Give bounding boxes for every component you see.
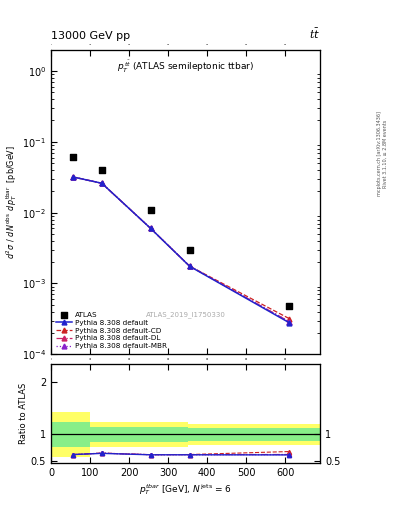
Pythia 8.308 default-MBR bbox=[187, 263, 192, 269]
Pythia 8.308 default-DL bbox=[148, 225, 153, 231]
Pythia 8.308 default bbox=[187, 263, 192, 269]
Text: 13000 GeV pp: 13000 GeV pp bbox=[51, 31, 130, 40]
Text: ATLAS_2019_I1750330: ATLAS_2019_I1750330 bbox=[146, 311, 226, 318]
Pythia 8.308 default-CD bbox=[70, 174, 75, 180]
ATLAS bbox=[70, 153, 76, 161]
Pythia 8.308 default-MBR bbox=[70, 174, 75, 180]
ATLAS bbox=[99, 166, 105, 174]
ATLAS bbox=[147, 206, 154, 214]
Pythia 8.308 default-CD bbox=[187, 263, 192, 269]
Pythia 8.308 default bbox=[99, 180, 104, 186]
Text: $p_T^{\,t\bar{t}}$ (ATLAS semileptonic ttbar): $p_T^{\,t\bar{t}}$ (ATLAS semileptonic t… bbox=[117, 59, 254, 75]
Pythia 8.308 default-CD bbox=[287, 315, 292, 322]
Line: Pythia 8.308 default-CD: Pythia 8.308 default-CD bbox=[70, 175, 292, 321]
ATLAS bbox=[286, 302, 292, 310]
Text: mcplots.cern.ch [arXiv:1306.3436]: mcplots.cern.ch [arXiv:1306.3436] bbox=[377, 111, 382, 196]
Pythia 8.308 default-DL bbox=[70, 174, 75, 180]
Text: Rivet 3.1.10, ≥ 2.8M events: Rivet 3.1.10, ≥ 2.8M events bbox=[383, 119, 387, 188]
Pythia 8.308 default-DL bbox=[187, 263, 192, 269]
Pythia 8.308 default-MBR bbox=[148, 225, 153, 231]
Text: t$\bar{t}$: t$\bar{t}$ bbox=[309, 26, 320, 40]
Line: Pythia 8.308 default-MBR: Pythia 8.308 default-MBR bbox=[70, 175, 292, 324]
Pythia 8.308 default-DL bbox=[99, 180, 104, 186]
ATLAS bbox=[186, 246, 193, 254]
Legend: ATLAS, Pythia 8.308 default, Pythia 8.308 default-CD, Pythia 8.308 default-DL, P: ATLAS, Pythia 8.308 default, Pythia 8.30… bbox=[55, 310, 168, 351]
X-axis label: $p^{\mathit{tbar}{}}_T$ [GeV], $N^{\mathrm{jets}}$ = 6: $p^{\mathit{tbar}{}}_T$ [GeV], $N^{\math… bbox=[139, 482, 232, 497]
Pythia 8.308 default bbox=[148, 225, 153, 231]
Pythia 8.308 default-CD bbox=[148, 225, 153, 231]
Pythia 8.308 default-MBR bbox=[99, 180, 104, 186]
Line: Pythia 8.308 default-DL: Pythia 8.308 default-DL bbox=[70, 175, 292, 324]
Pythia 8.308 default bbox=[287, 319, 292, 326]
Y-axis label: $d^2\sigma$ / $d\,N^{\mathrm{obs}}$ $d\,p^{\mathrm{tbar}}_T$  [pb/GeV]: $d^2\sigma$ / $d\,N^{\mathrm{obs}}$ $d\,… bbox=[4, 145, 19, 259]
Pythia 8.308 default bbox=[70, 174, 75, 180]
Line: Pythia 8.308 default: Pythia 8.308 default bbox=[70, 175, 292, 325]
Pythia 8.308 default-MBR bbox=[287, 318, 292, 325]
Pythia 8.308 default-CD bbox=[99, 180, 104, 186]
Y-axis label: Ratio to ATLAS: Ratio to ATLAS bbox=[19, 383, 28, 444]
Pythia 8.308 default-DL bbox=[287, 318, 292, 325]
